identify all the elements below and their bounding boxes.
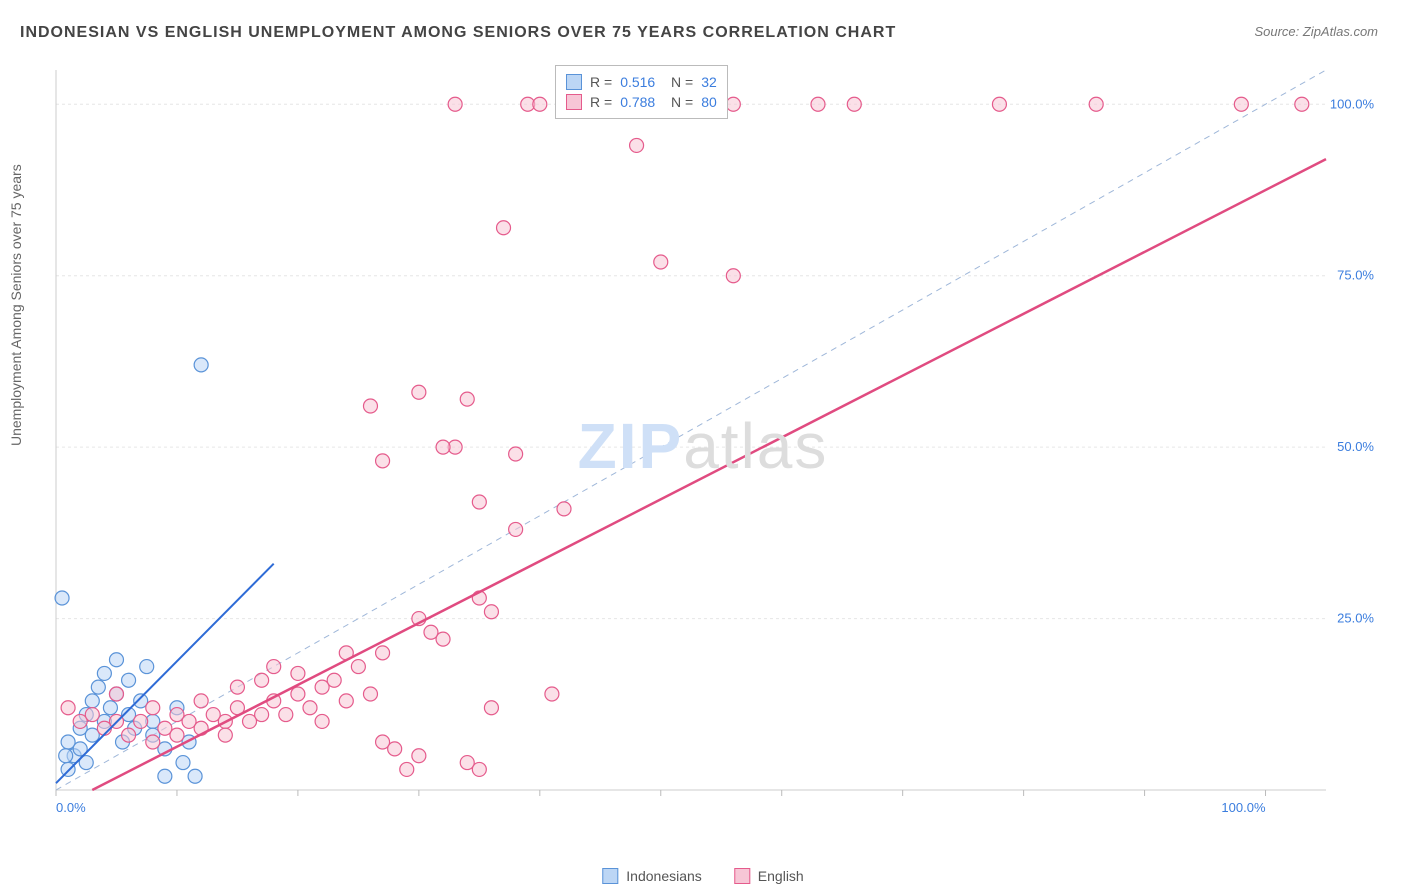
legend-r-value: 0.788	[620, 94, 655, 110]
svg-text:75.0%: 75.0%	[1337, 268, 1374, 283]
legend-stats-box: R = 0.516 N = 32 R = 0.788 N = 80	[555, 65, 728, 119]
legend-n-label: N =	[663, 94, 693, 110]
svg-text:100.0%: 100.0%	[1221, 800, 1266, 815]
legend-stats-row: R = 0.788 N = 80	[566, 92, 717, 112]
legend-item-english: English	[734, 868, 804, 884]
legend-r-label: R =	[590, 94, 612, 110]
chart-title: INDONESIAN VS ENGLISH UNEMPLOYMENT AMONG…	[20, 24, 896, 42]
legend-n-label: N =	[663, 74, 693, 90]
svg-text:100.0%: 100.0%	[1330, 96, 1375, 111]
legend-r-label: R =	[590, 74, 612, 90]
svg-text:25.0%: 25.0%	[1337, 611, 1374, 626]
legend-label: Indonesians	[626, 868, 702, 884]
plot-svg: 0.0% 100.0% 25.0% 50.0% 75.0% 100.0%	[46, 60, 1386, 830]
legend-label: English	[758, 868, 804, 884]
legend-item-indonesians: Indonesians	[602, 868, 702, 884]
legend-stats-row: R = 0.516 N = 32	[566, 72, 717, 92]
bottom-legend: Indonesians English	[602, 868, 803, 884]
scatter-plot: 0.0% 100.0% 25.0% 50.0% 75.0% 100.0%	[46, 60, 1386, 830]
legend-swatch-indonesians	[602, 868, 618, 884]
y-axis-label: Unemployment Among Seniors over 75 years	[8, 164, 24, 446]
legend-swatch-english	[734, 868, 750, 884]
legend-swatch-english	[566, 94, 582, 110]
legend-r-value: 0.516	[620, 74, 655, 90]
legend-swatch-indonesians	[566, 74, 582, 90]
legend-n-value: 32	[701, 74, 717, 90]
source-label: Source: ZipAtlas.com	[1254, 24, 1378, 39]
svg-text:0.0%: 0.0%	[56, 800, 86, 815]
legend-n-value: 80	[701, 94, 717, 110]
svg-text:50.0%: 50.0%	[1337, 439, 1374, 454]
